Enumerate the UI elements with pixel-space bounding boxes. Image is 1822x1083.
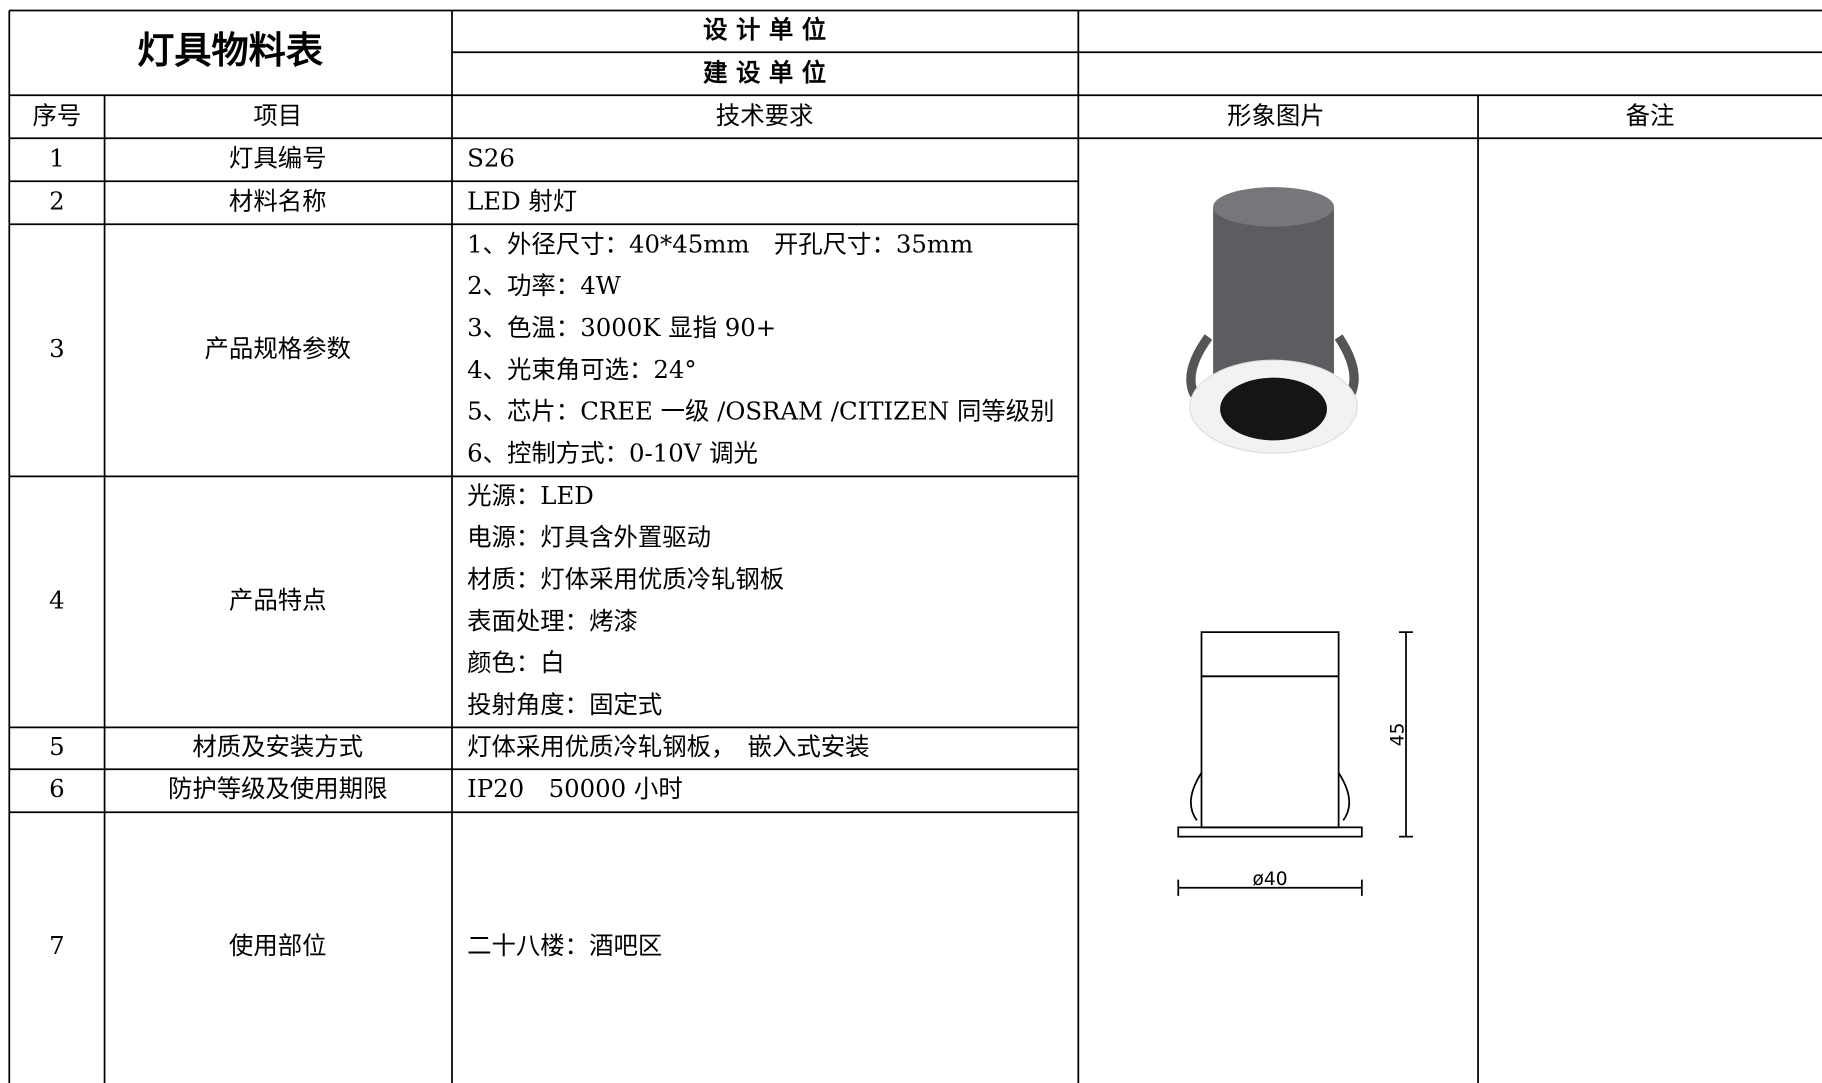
row-spec: 光源：LED [467,481,594,510]
dimension-drawing [1177,631,1413,896]
row-number: 5 [49,732,65,761]
row-spec: 6、控制方式：0-10V 调光 [467,438,758,467]
table-grid [8,9,1822,1083]
row-spec: 1、外径尺寸：40*45mm 开孔尺寸：35mm [467,229,973,258]
row-spec: 材质：灯体采用优质冷轧钢板 [467,565,784,594]
row-spec: 二十八楼：酒吧区 [467,931,662,960]
row-spec: IP20 50000 小时 [467,774,683,803]
row-number: 4 [49,585,65,614]
row-spec: 投射角度：固定式 [467,690,662,719]
row-item: 防护等级及使用期限 [168,774,388,803]
build-unit: 建 设 单 位 [703,58,826,87]
row-spec: 4、光束角可选：24° [467,355,696,384]
title: 灯具物料表 [137,28,324,72]
product-photo [1186,187,1359,454]
row-spec: 2、功率：4W [467,271,621,300]
column-header: 形象图片 [1227,101,1325,130]
row-spec: 5、芯片：CREE 一级 /OSRAM /CITIZEN 同等级别 [467,397,1054,426]
row-item: 使用部位 [229,931,327,960]
design-unit: 设 计 单 位 [703,15,826,44]
row-item: 灯具编号 [229,143,327,172]
column-header: 技术要求 [716,101,814,130]
row-spec: 电源：灯具含外置驱动 [467,523,711,552]
row-number: 3 [49,334,65,363]
row-spec: 颜色：白 [467,648,565,677]
row-spec: 表面处理：烤漆 [467,606,638,635]
column-header: 项目 [253,101,302,130]
row-item: 材料名称 [229,186,327,215]
row-number: 1 [49,143,65,172]
row-item: 产品特点 [229,585,327,614]
row-number: 7 [49,931,65,960]
row-number: 6 [49,774,65,803]
row-item: 材质及安装方式 [192,732,363,761]
row-number: 2 [49,186,65,215]
column-header: 序号 [33,101,82,130]
row-spec: 3、色温：3000K 显指 90+ [467,313,776,342]
width-dimension: ø40 [1253,869,1288,890]
row-spec: S26 [467,143,515,172]
row-item: 产品规格参数 [205,334,351,363]
height-dimension: 45 [1387,723,1408,747]
row-spec: 灯体采用优质冷轧钢板， 嵌入式安装 [467,732,869,761]
column-header: 备注 [1626,101,1675,130]
row-spec: LED 射灯 [467,186,577,215]
